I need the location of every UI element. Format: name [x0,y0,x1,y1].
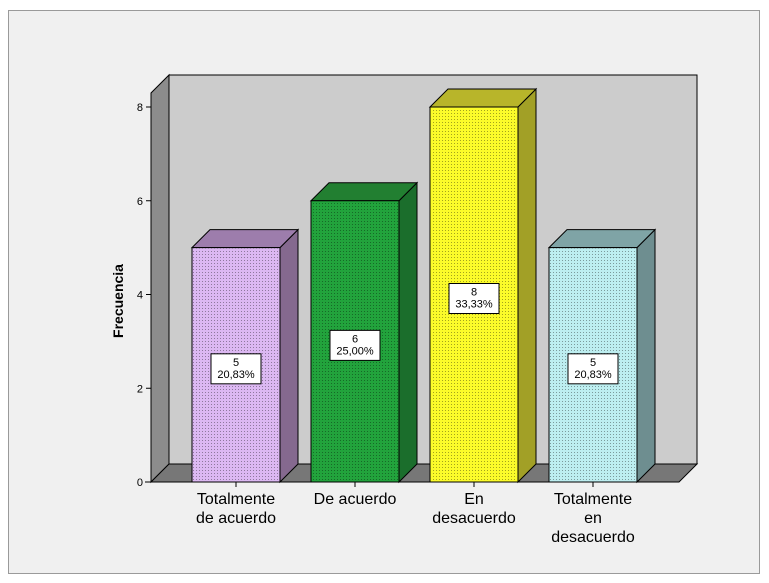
data-label: 8 [471,287,477,299]
x-tick-label: en [584,510,602,527]
data-label: 33,33% [455,299,493,311]
bar-top [309,182,419,202]
bars: 520,83%625,00%833,33%520,83% [190,87,657,484]
x-tick-label: desacuerdo [551,529,635,546]
bar-top [547,229,657,249]
y-tick-label: 6 [137,196,143,208]
data-label-box [329,329,381,361]
bar-side [279,228,299,484]
x-tick-label: de acuerdo [196,510,276,527]
y-axis: 0 2 4 6 8 [137,102,151,489]
x-tick-label: Totalmente [554,491,632,508]
data-label: 5 [590,357,596,369]
bar-top [428,88,538,108]
y-tick-label: 0 [137,477,143,489]
bar: 520,83% [190,228,300,484]
bar: 625,00% [309,181,419,484]
x-tick-label: En [464,491,484,508]
x-tick-label: De acuerdo [314,491,397,508]
bar: 520,83% [547,228,657,484]
y-tick-label: 2 [137,383,143,395]
y-tick-label: 8 [137,102,143,114]
data-label: 6 [352,333,358,345]
data-label-box [567,353,619,385]
bar-side [636,228,656,484]
bar-side [398,181,418,484]
x-tick-label: desacuerdo [432,510,516,527]
bar-top [190,229,300,249]
data-label-box [448,283,500,314]
bar: 833,33% [428,87,538,484]
x-axis-labels: Totalmente de acuerdo De acuerdo En desacuer… [196,482,635,546]
data-label: 5 [233,357,239,369]
data-label-box [210,353,262,385]
side-wall [150,73,170,484]
y-tick-label: 4 [137,290,143,302]
bar-side [517,87,537,484]
x-tick-label: Totalmente [197,491,275,508]
y-axis-title: Frecuencia [110,264,126,338]
data-label: 20,83% [574,369,612,381]
data-label: 25,00% [336,345,374,357]
data-label: 20,83% [217,369,255,381]
